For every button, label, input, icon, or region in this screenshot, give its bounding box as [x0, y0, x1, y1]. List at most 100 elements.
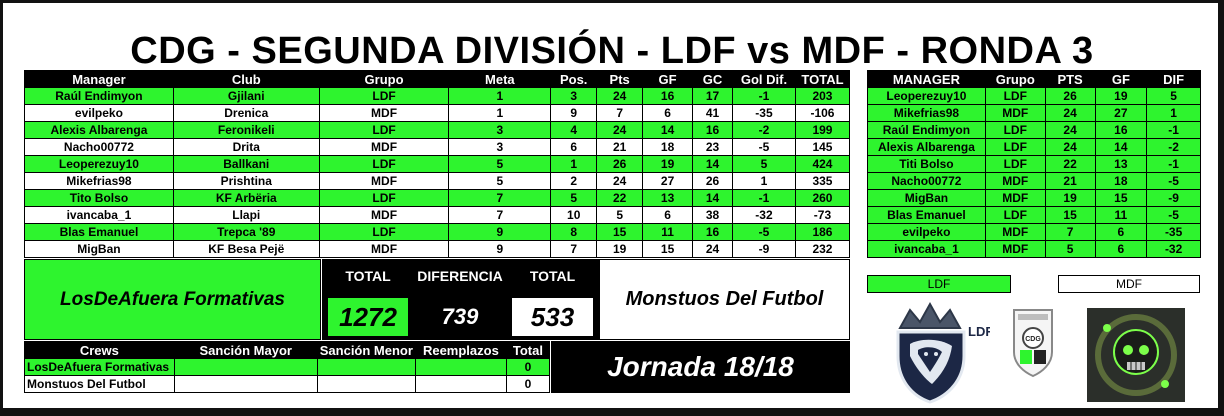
table-cell: 14 — [692, 155, 733, 173]
table-cell: 21 — [1044, 172, 1096, 190]
match-table: Manager Club Grupo Meta Pos. Pts GF GC Gol Dif. T… — [24, 70, 851, 258]
table-cell: 186 — [794, 223, 851, 241]
standings-row: Blas Emanuel LDF 15 11 -5 — [867, 206, 1201, 224]
standings-header: MANAGER Grupo PTS GF DIF — [867, 70, 1201, 88]
table-cell: 1 — [1146, 104, 1201, 122]
crews-table: Crews Sanción Mayor Sanción Menor Reemplazo… — [24, 341, 551, 393]
column-header: GF — [1094, 70, 1148, 88]
table-cell: Trepca '89 — [172, 223, 320, 241]
table-cell: 26 — [1044, 87, 1096, 105]
table-cell: Drita — [172, 138, 320, 156]
table-cell: Leoperezuy10 — [24, 155, 174, 173]
table-cell: LDF — [984, 206, 1046, 224]
legend-mdf: MDF — [1058, 275, 1200, 293]
table-cell: -1 — [1146, 121, 1201, 139]
table-cell: -1 — [732, 87, 796, 105]
table-cell: 5 — [596, 206, 644, 224]
crew-row: Monstuos Del Futbol 0 — [24, 375, 551, 393]
table-cell: -2 — [732, 121, 796, 139]
table-cell: -1 — [732, 189, 796, 207]
table-cell: 18 — [1094, 172, 1148, 190]
table-cell: -9 — [732, 240, 796, 258]
table-cell: 19 — [1044, 189, 1096, 207]
table-cell: 16 — [692, 223, 733, 241]
table-cell: Alexis Albarenga — [24, 121, 174, 139]
column-header: Reemplazos — [414, 341, 507, 359]
crews-header: Crews Sanción Mayor Sanción Menor Reemplazo… — [24, 341, 551, 359]
table-row: ivancaba_1 Llapi MDF 7 10 5 6 38 -32 -73 — [24, 206, 851, 224]
total-mdf-value: 533 — [512, 298, 593, 336]
table-cell: LDF — [984, 87, 1046, 105]
table-cell: 9 — [448, 240, 552, 258]
table-cell: 24 — [1044, 104, 1096, 122]
table-cell: 10 — [550, 206, 598, 224]
column-header: Pts — [596, 70, 644, 88]
table-cell: 5 — [732, 155, 796, 173]
table-cell: LDF — [984, 121, 1046, 139]
table-cell: 7 — [1044, 223, 1096, 241]
table-cell: 5 — [448, 155, 552, 173]
table-cell: MDF — [984, 172, 1046, 190]
table-cell: LDF — [984, 155, 1046, 173]
table-cell: Titi Bolso — [867, 155, 986, 173]
table-cell: MDF — [318, 104, 450, 122]
table-cell: MDF — [984, 240, 1046, 258]
table-cell: 9 — [448, 223, 552, 241]
table-cell: 24 — [596, 87, 644, 105]
table-cell: 199 — [794, 121, 851, 139]
table-cell: 24 — [596, 121, 644, 139]
table-cell: MDF — [318, 240, 450, 258]
table-cell: -35 — [1146, 223, 1201, 241]
table-cell: 27 — [642, 172, 694, 190]
table-row: Tito Bolso KF Arbëria LDF 7 5 22 13 14 -1 260 — [24, 189, 851, 207]
legend-ldf: LDF — [867, 275, 1011, 293]
column-header: Pos. — [550, 70, 598, 88]
table-cell: 5 — [1146, 87, 1201, 105]
table-cell: 14 — [692, 189, 733, 207]
table-cell: KF Arbëria — [172, 189, 320, 207]
table-cell: 1 — [448, 104, 552, 122]
table-cell: 26 — [596, 155, 644, 173]
table-cell: 16 — [692, 121, 733, 139]
table-row: Raúl Endimyon Gjilani LDF 1 3 24 16 17 -1 203 — [24, 87, 851, 105]
table-cell: 15 — [1044, 206, 1096, 224]
table-cell: -5 — [1146, 172, 1201, 190]
table-cell: MDF — [984, 223, 1046, 241]
table-cell: -5 — [732, 138, 796, 156]
table-cell: 23 — [692, 138, 733, 156]
column-header: PTS — [1044, 70, 1096, 88]
table-cell: 232 — [794, 240, 851, 258]
column-header: Sanción Mayor — [173, 341, 318, 359]
table-cell: 3 — [550, 87, 598, 105]
table-cell — [316, 375, 416, 393]
table-cell: Llapi — [172, 206, 320, 224]
table-cell: 6 — [642, 104, 694, 122]
table-cell: LDF — [318, 189, 450, 207]
table-cell: 15 — [596, 223, 644, 241]
table-cell: 7 — [596, 104, 644, 122]
table-cell: MDF — [318, 172, 450, 190]
table-cell: 9 — [550, 104, 598, 122]
table-cell: -9 — [1146, 189, 1201, 207]
standings-row: ivancaba_1 MDF 5 6 -32 — [867, 240, 1201, 258]
table-cell: 19 — [642, 155, 694, 173]
standings-row: Leoperezuy10 LDF 26 19 5 — [867, 87, 1201, 105]
standings-row: Titi Bolso LDF 22 13 -1 — [867, 155, 1201, 173]
table-cell: 18 — [642, 138, 694, 156]
table-cell: 4 — [550, 121, 598, 139]
table-cell: 6 — [642, 206, 694, 224]
table-cell: 21 — [596, 138, 644, 156]
difference-value: 739 — [420, 298, 500, 336]
table-cell: Gjilani — [172, 87, 320, 105]
table-cell: LDF — [984, 138, 1046, 156]
column-header: MANAGER — [867, 70, 986, 88]
ldf-lion-logo: LDF — [880, 298, 990, 406]
standings-row: MigBan MDF 19 15 -9 — [867, 189, 1201, 207]
table-cell: 11 — [642, 223, 694, 241]
difference-label: DIFERENCIA — [417, 268, 503, 284]
table-cell: Nacho00772 — [867, 172, 986, 190]
table-cell: 2 — [550, 172, 598, 190]
table-cell: 6 — [1094, 240, 1148, 258]
table-cell: 13 — [642, 189, 694, 207]
table-cell: Feronikeli — [172, 121, 320, 139]
